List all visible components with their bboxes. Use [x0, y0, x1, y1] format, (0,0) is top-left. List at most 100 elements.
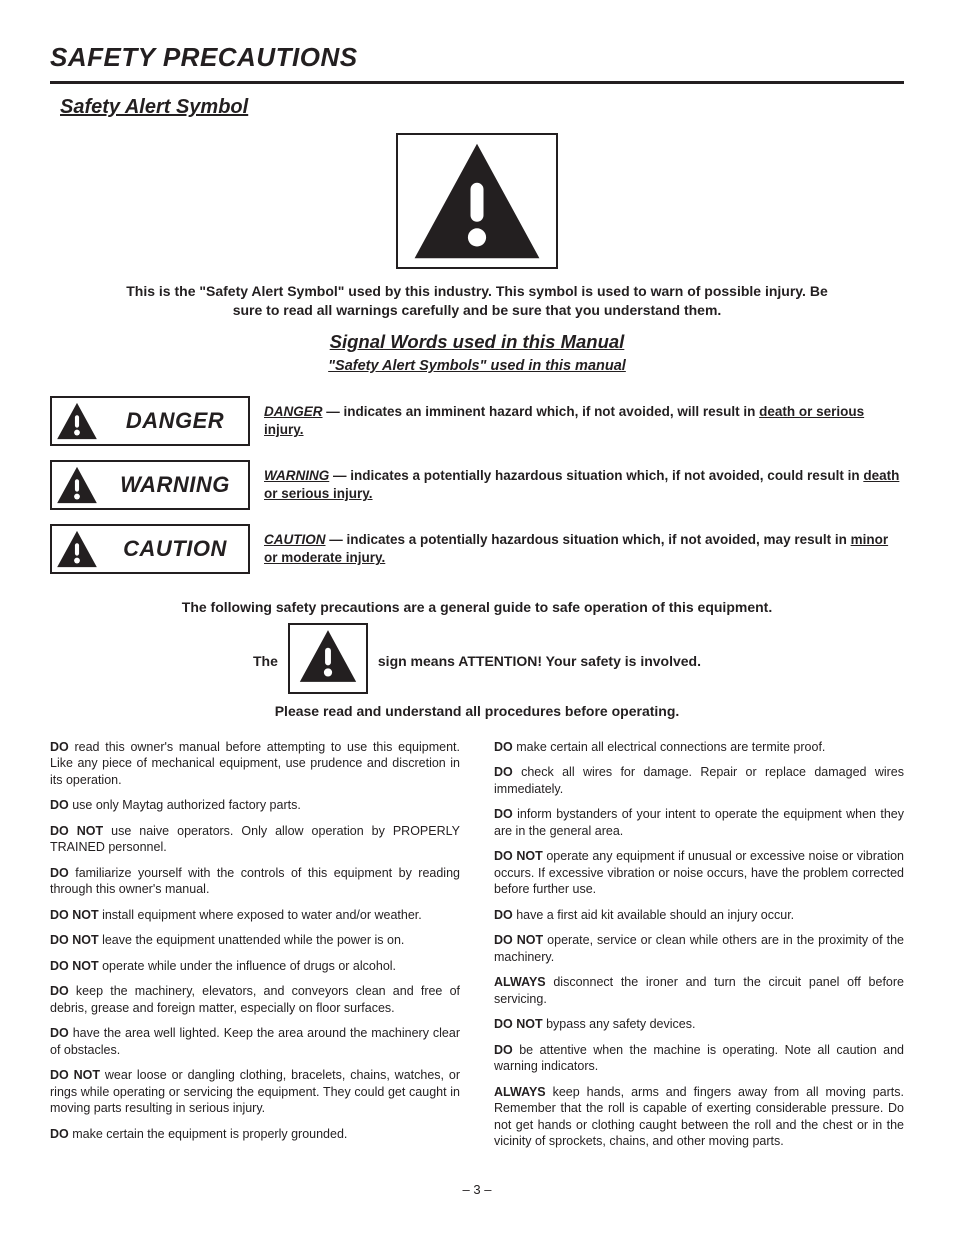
- hazard-intro: The following safety precautions are a g…: [97, 598, 857, 721]
- hazard-line2b: sign means ATTENTION! Your safety is inv…: [378, 652, 701, 671]
- signal-body: — indicates a potentially hazardous situ…: [329, 468, 863, 483]
- precaution-text: have a first aid kit available should an…: [513, 908, 794, 922]
- precautions-columns: DO read this owner's manual before attem…: [50, 739, 904, 1155]
- hazard-line2: The sign means ATTENTION! Your safety is…: [97, 623, 857, 700]
- signal-badge: CAUTION: [50, 524, 250, 574]
- precaution-item: DO make certain the equipment is properl…: [50, 1126, 460, 1143]
- signal-rows: DANGERDANGER — indicates an imminent haz…: [50, 396, 904, 574]
- precaution-text: have the area well lighted. Keep the are…: [50, 1026, 460, 1057]
- hazard-line2c: Please read and understand all procedure…: [97, 702, 857, 721]
- warning-triangle-icon: [56, 530, 98, 568]
- precaution-lead: DO: [50, 1127, 69, 1141]
- precaution-lead: DO: [50, 984, 69, 998]
- precaution-text: be attentive when the machine is operati…: [494, 1043, 904, 1074]
- precaution-item: DO have the area well lighted. Keep the …: [50, 1025, 460, 1058]
- signal-lead: CAUTION: [264, 532, 326, 547]
- precaution-text: make certain the equipment is properly g…: [69, 1127, 348, 1141]
- precaution-item: ALWAYS keep hands, arms and fingers away…: [494, 1084, 904, 1150]
- signal-word: CAUTION: [102, 534, 248, 564]
- precaution-item: DO NOT operate any equipment if unusual …: [494, 848, 904, 898]
- precaution-text: read this owner's manual before attempti…: [50, 740, 460, 787]
- signal-lead: WARNING: [264, 468, 329, 483]
- precaution-text: keep hands, arms and fingers away from a…: [494, 1085, 904, 1149]
- precaution-text: inform bystanders of your intent to oper…: [494, 807, 904, 838]
- precaution-lead: DO: [50, 798, 69, 812]
- signal-body: — indicates a potentially hazardous situ…: [326, 532, 851, 547]
- signal-badge: WARNING: [50, 460, 250, 510]
- signal-body: — indicates an imminent hazard which, if…: [323, 404, 760, 419]
- warning-triangle-icon: [412, 141, 542, 261]
- page-number: – 3 –: [50, 1181, 904, 1199]
- alert-symbol-block: This is the "Safety Alert Symbol" used b…: [50, 133, 904, 320]
- warning-triangle-icon: [56, 402, 98, 440]
- precaution-text: bypass any safety devices.: [543, 1017, 696, 1031]
- precaution-lead: DO: [494, 908, 513, 922]
- precaution-item: DO read this owner's manual before attem…: [50, 739, 460, 789]
- alert-symbol-box: [396, 133, 558, 269]
- precaution-text: install equipment where exposed to water…: [99, 908, 422, 922]
- signal-description: CAUTION — indicates a potentially hazard…: [264, 531, 904, 567]
- precaution-lead: DO NOT: [50, 908, 99, 922]
- signal-word: DANGER: [102, 406, 248, 436]
- precaution-item: DO check all wires for damage. Repair or…: [494, 764, 904, 797]
- precaution-lead: DO NOT: [494, 1017, 543, 1031]
- section-heading: Safety Alert Symbol: [60, 94, 904, 121]
- precaution-lead: DO: [494, 765, 513, 779]
- precaution-item: DO NOT wear loose or dangling clothing, …: [50, 1067, 460, 1117]
- signal-row: WARNINGWARNING — indicates a potentially…: [50, 460, 904, 510]
- precaution-text: wear loose or dangling clothing, bracele…: [50, 1068, 460, 1115]
- precaution-item: DO familiarize yourself with the control…: [50, 865, 460, 898]
- signal-description: WARNING — indicates a potentially hazard…: [264, 467, 904, 503]
- signal-word: WARNING: [102, 470, 248, 500]
- precaution-text: disconnect the ironer and turn the circu…: [494, 975, 904, 1006]
- precaution-text: keep the machinery, elevators, and conve…: [50, 984, 460, 1015]
- precaution-text: operate while under the influence of dru…: [99, 959, 396, 973]
- precaution-text: use only Maytag authorized factory parts…: [69, 798, 301, 812]
- precaution-lead: DO: [494, 740, 513, 754]
- signal-row: CAUTIONCAUTION — indicates a potentially…: [50, 524, 904, 574]
- precaution-item: DO NOT leave the equipment unattended wh…: [50, 932, 460, 949]
- precaution-text: familiarize yourself with the controls o…: [50, 866, 460, 897]
- signal-description: DANGER — indicates an imminent hazard wh…: [264, 403, 904, 439]
- title-rule: [50, 81, 904, 84]
- precaution-lead: DO: [494, 1043, 513, 1057]
- precaution-item: DO have a first aid kit available should…: [494, 907, 904, 924]
- precaution-lead: DO NOT: [494, 849, 543, 863]
- precaution-item: DO NOT operate while under the influence…: [50, 958, 460, 975]
- hazard-line1: The following safety precautions are a g…: [97, 598, 857, 617]
- precaution-lead: DO NOT: [50, 1068, 100, 1082]
- hazard-line2a: The: [253, 652, 278, 671]
- warning-triangle-icon: [56, 466, 98, 504]
- precaution-lead: DO NOT: [494, 933, 543, 947]
- precaution-lead: DO: [494, 807, 513, 821]
- warning-triangle-icon: [298, 629, 358, 683]
- precaution-text: leave the equipment unattended while the…: [99, 933, 405, 947]
- hazard-inline-alert-box: [288, 623, 368, 694]
- precaution-lead: DO NOT: [50, 959, 99, 973]
- precaution-item: DO inform bystanders of your intent to o…: [494, 806, 904, 839]
- alert-intro-text: This is the "Safety Alert Symbol" used b…: [117, 282, 837, 320]
- precaution-item: DO NOT operate, service or clean while o…: [494, 932, 904, 965]
- precaution-lead: DO: [50, 866, 69, 880]
- precaution-lead: DO NOT: [50, 933, 99, 947]
- precaution-item: DO NOT install equipment where exposed t…: [50, 907, 460, 924]
- precaution-lead: DO: [50, 740, 69, 754]
- precaution-text: make certain all electrical connections …: [513, 740, 826, 754]
- precaution-text: use naive operators. Only allow operatio…: [50, 824, 460, 855]
- page-title: SAFETY PRECAUTIONS: [50, 40, 904, 75]
- precaution-item: DO keep the machinery, elevators, and co…: [50, 983, 460, 1016]
- signal-lead: DANGER: [264, 404, 323, 419]
- signal-row: DANGERDANGER — indicates an imminent haz…: [50, 396, 904, 446]
- precaution-lead: DO NOT: [50, 824, 103, 838]
- precaution-text: operate any equipment if unusual or exce…: [494, 849, 904, 896]
- precaution-item: DO NOT bypass any safety devices.: [494, 1016, 904, 1033]
- precaution-lead: DO: [50, 1026, 69, 1040]
- precaution-lead: ALWAYS: [494, 975, 546, 989]
- precaution-item: DO make certain all electrical connectio…: [494, 739, 904, 756]
- signal-words-subtitle: "Safety Alert Symbols" used in this manu…: [50, 357, 904, 377]
- precaution-item: DO be attentive when the machine is oper…: [494, 1042, 904, 1075]
- precaution-text: operate, service or clean while others a…: [494, 933, 904, 964]
- precaution-item: ALWAYS disconnect the ironer and turn th…: [494, 974, 904, 1007]
- precaution-text: check all wires for damage. Repair or re…: [494, 765, 904, 796]
- precaution-item: DO use only Maytag authorized factory pa…: [50, 797, 460, 814]
